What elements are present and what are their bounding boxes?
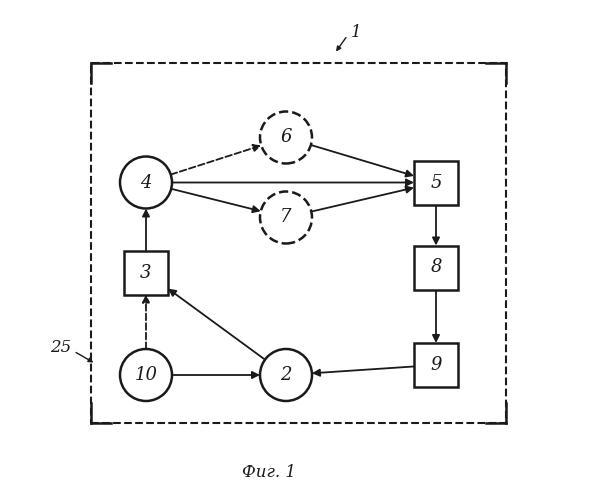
Text: Фиг. 1: Фиг. 1 [242,464,296,481]
Bar [414,343,458,387]
Text: 8: 8 [430,258,442,276]
Text: 3: 3 [140,264,152,281]
Bar [414,160,458,204]
Text: 10: 10 [134,366,158,384]
Bar [91,62,506,422]
Circle shape [260,192,312,244]
Text: 5: 5 [430,174,442,192]
Circle shape [120,349,172,401]
Bar [124,250,168,294]
Circle shape [260,112,312,164]
Bar [414,246,458,290]
Text: 9: 9 [430,356,442,374]
Text: 25: 25 [50,339,72,356]
Text: 6: 6 [280,128,292,146]
Circle shape [260,349,312,401]
Text: 2: 2 [280,366,292,384]
Text: 4: 4 [140,174,152,192]
Text: 1: 1 [350,24,361,41]
Circle shape [120,156,172,208]
Text: 7: 7 [280,208,292,226]
